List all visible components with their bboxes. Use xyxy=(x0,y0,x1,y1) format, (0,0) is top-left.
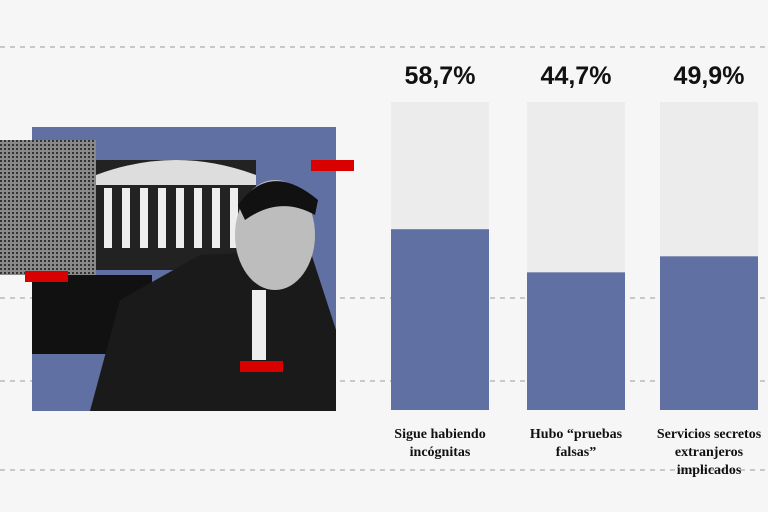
value-label: 44,7% xyxy=(541,62,612,90)
bar xyxy=(527,272,625,410)
value-label: 58,7% xyxy=(405,62,476,90)
photo-collage xyxy=(0,127,354,411)
category-label: Sigue habiendo incógnitas xyxy=(394,427,486,460)
bar xyxy=(391,229,489,410)
category-label: Servicios secretos extranjeros implicado… xyxy=(656,427,762,478)
decor-lines xyxy=(0,46,768,471)
value-label: 49,9% xyxy=(674,62,745,90)
category-label: Hubo “pruebas falsas” xyxy=(529,427,623,460)
bar xyxy=(660,256,758,410)
